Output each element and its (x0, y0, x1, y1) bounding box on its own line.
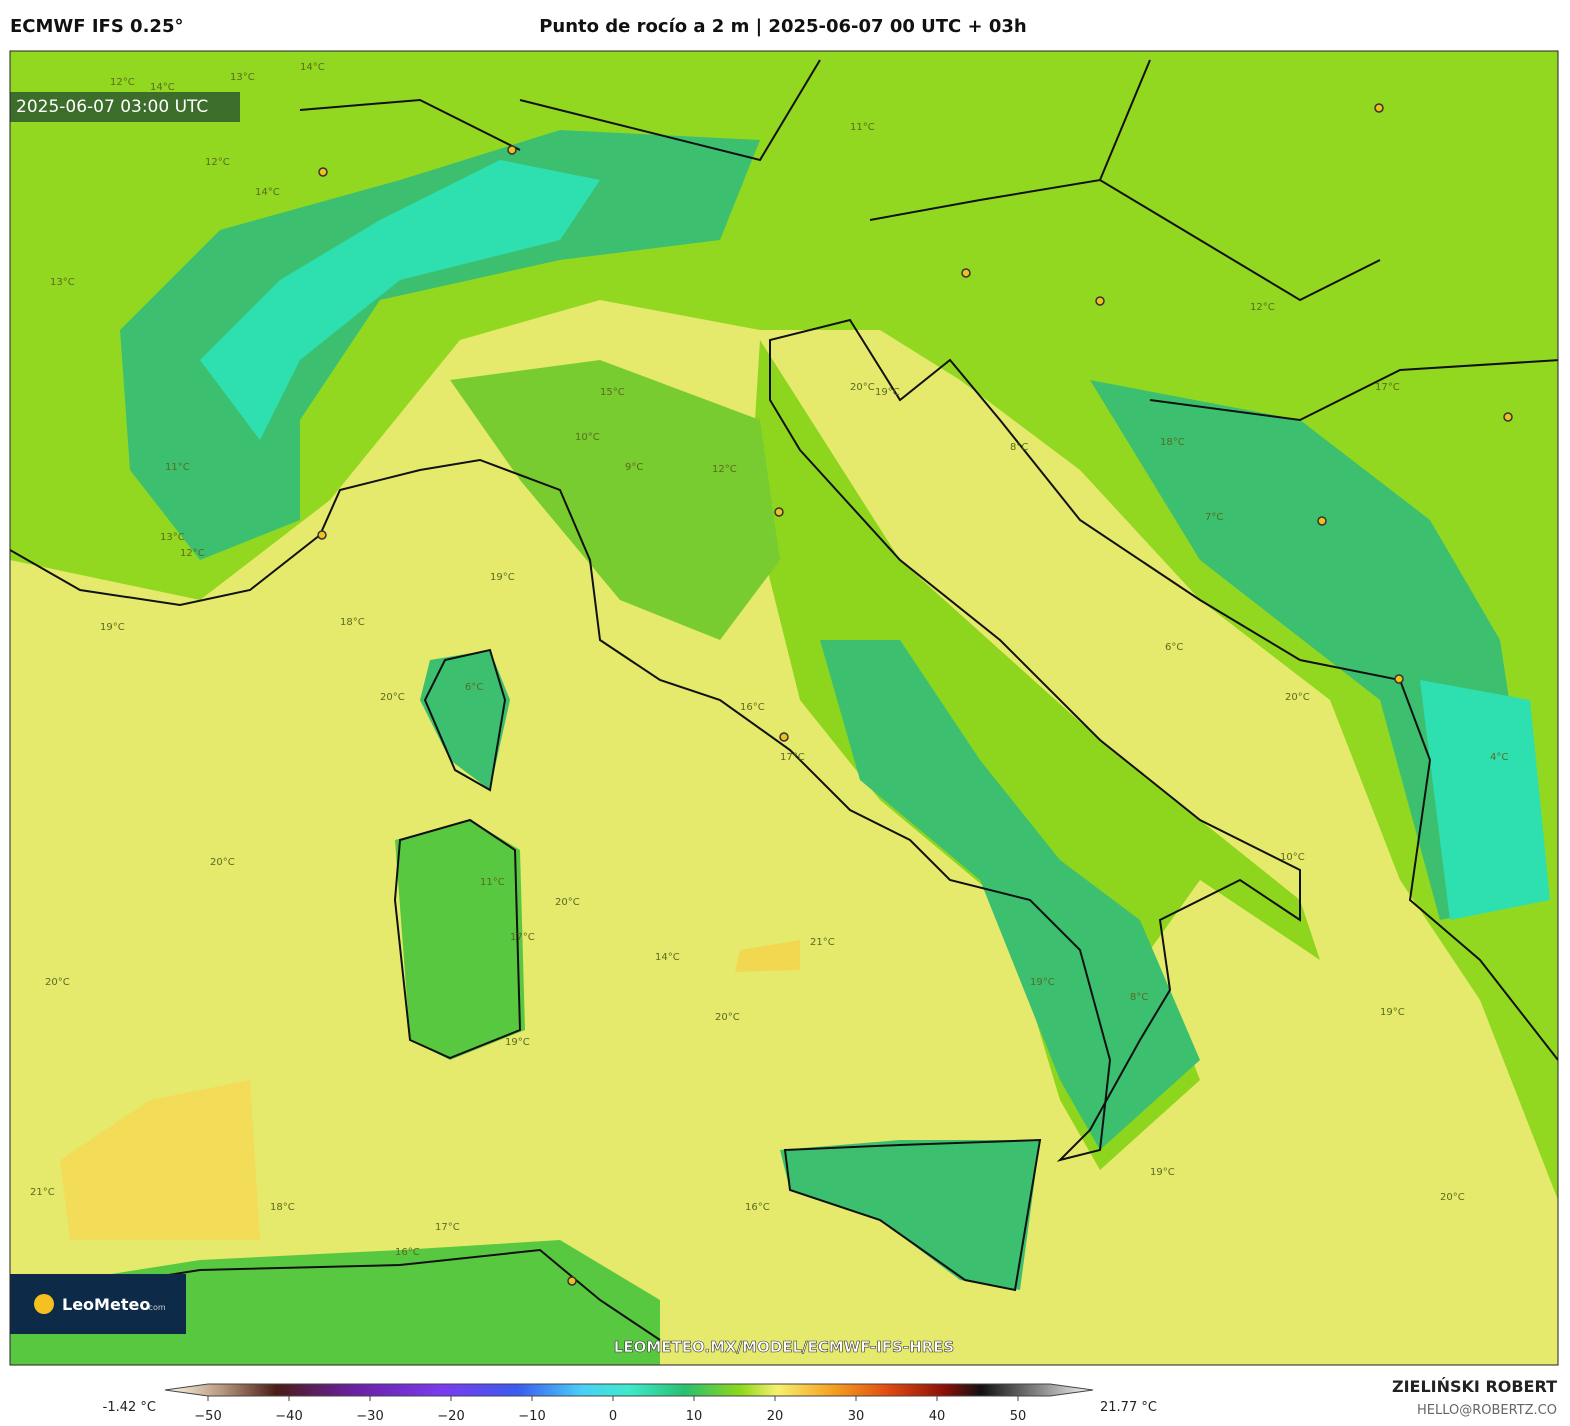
contour-label: 8°C (1130, 992, 1148, 1003)
colorbar-tick-label: −20 (437, 1409, 464, 1424)
contour-label: 20°C (555, 897, 580, 908)
contour-label: 10°C (1280, 852, 1305, 863)
warm-spot (735, 940, 800, 972)
colorbar-tick-label: 0 (609, 1409, 617, 1424)
contour-label: 16°C (740, 702, 765, 713)
contour-label: 14°C (300, 62, 325, 73)
contour-label: 14°C (655, 952, 680, 963)
city-markers (317, 103, 1513, 1286)
contour-label: 13°C (160, 532, 185, 543)
contour-label: 20°C (850, 382, 875, 393)
contour-label: 13°C (50, 277, 75, 288)
contour-label: 12°C (110, 77, 135, 88)
map-title: Punto de rocío a 2 m | 2025-06-07 00 UTC… (539, 16, 1027, 37)
colorbar-tick-label: 40 (929, 1409, 946, 1424)
colorbar (164, 1383, 1094, 1397)
colorbar-max: 21.77 °C (1100, 1400, 1157, 1415)
warm-area (60, 1080, 260, 1240)
map-frame (9, 50, 1559, 1366)
alps-green (120, 130, 760, 560)
contour-label: 19°C (1150, 1167, 1175, 1178)
contour-label: 9°C (625, 462, 643, 473)
contour-label: 13°C (230, 72, 255, 83)
contour-label: 19°C (100, 622, 125, 633)
colorbar-min: -1.42 °C (103, 1400, 156, 1415)
contour-label: 16°C (745, 1202, 770, 1213)
colorbar-tick-label: −10 (518, 1409, 545, 1424)
model-name: ECMWF IFS 0.25° (10, 16, 183, 37)
contour-label: 12°C (205, 157, 230, 168)
corsica (420, 650, 510, 790)
contour-label: 11°C (165, 462, 190, 473)
sardinia (395, 820, 525, 1060)
colorbar-tick-label: −50 (194, 1409, 221, 1424)
colorbar-tick-label: 50 (1010, 1409, 1027, 1424)
peninsula-green (750, 340, 1320, 1170)
contour-label: 17°C (1375, 382, 1400, 393)
colorbar-tick-label: 10 (686, 1409, 703, 1424)
contour-label: 21°C (30, 1187, 55, 1198)
contour-label: 10°C (575, 432, 600, 443)
colorbar-tick-label: −30 (356, 1409, 383, 1424)
contour-label: 6°C (465, 682, 483, 693)
contour-label: 18°C (340, 617, 365, 628)
timestamp-box (10, 92, 240, 122)
north-green (10, 51, 1558, 1200)
contour-label: 7°C (1205, 512, 1223, 523)
contour-label: 17°C (435, 1222, 460, 1233)
contour-label: 14°C (255, 187, 280, 198)
alps-teal (200, 160, 600, 440)
contour-label: 20°C (380, 692, 405, 703)
colorbar-tick-label: 30 (848, 1409, 865, 1424)
contour-label: 19°C (490, 572, 515, 583)
balkans-teal (1420, 680, 1550, 920)
timestamp: 2025-06-07 03:00 UTC (16, 97, 208, 117)
colorbar-ticks: −50 −40 −30 −20 −10 0 10 20 30 40 50 (194, 1396, 1026, 1424)
contour-label: 19°C (505, 1037, 530, 1048)
contour-label: 11°C (850, 122, 875, 133)
contour-label: 19°C (1380, 1007, 1405, 1018)
contour-label: 19°C (875, 387, 900, 398)
contour-label: 17°C (780, 752, 805, 763)
contour-label: 20°C (715, 1012, 740, 1023)
contour-label: 6°C (1165, 642, 1183, 653)
contour-label: 20°C (1285, 692, 1310, 703)
author: ZIELIŃSKI ROBERT (1392, 1377, 1557, 1396)
contour-label: 20°C (45, 977, 70, 988)
contour-label: 20°C (1440, 1192, 1465, 1203)
logo-text: LeoMeteo (62, 1295, 150, 1314)
contour-label: 12°C (180, 548, 205, 559)
contour-label: 4°C (1490, 752, 1508, 763)
logo-sun (34, 1294, 54, 1314)
contour-label: 19°C (1030, 977, 1055, 988)
contour-label: 18°C (1160, 437, 1185, 448)
email: HELLO@ROBERTZ.CO (1417, 1403, 1557, 1418)
contour-label: 11°C (480, 877, 505, 888)
watermark: LEOMETEO.MX/MODEL/ECMWF-IFS-HRES (614, 1338, 954, 1356)
contour-label: 15°C (600, 387, 625, 398)
contour-labels: 12°C 13°C 14°C 12°C 14°C 11°C 13°C 12°C 11°C 15°C… (30, 62, 1508, 1258)
balkans-green (1090, 380, 1540, 920)
contour-label: 12°C (1250, 302, 1275, 313)
sicily (780, 1140, 1040, 1290)
colorbar-tick-label: 20 (767, 1409, 784, 1424)
contour-label: 18°C (270, 1202, 295, 1213)
logo-suffix: .com (146, 1303, 166, 1312)
map: 12°C 13°C 14°C 12°C 14°C 11°C 13°C 12°C 11°C 15°C… (10, 51, 1558, 1365)
contour-label: 8°C (1010, 442, 1028, 453)
colorbar-tick-label: −40 (275, 1409, 302, 1424)
contour-label: 17°C (510, 932, 535, 943)
contour-label: 16°C (395, 1247, 420, 1258)
contour-label: 14°C (150, 82, 175, 93)
contour-label: 12°C (712, 464, 737, 475)
contour-label: 21°C (810, 937, 835, 948)
contour-label: 20°C (210, 857, 235, 868)
po-valley (450, 360, 780, 640)
